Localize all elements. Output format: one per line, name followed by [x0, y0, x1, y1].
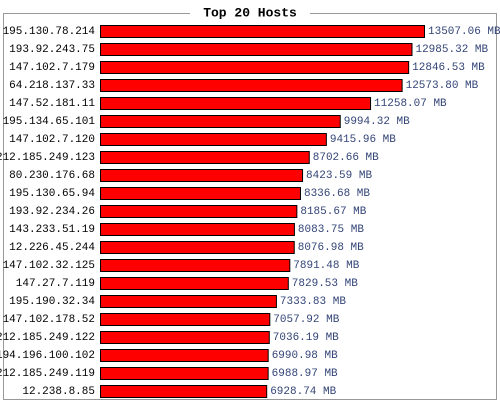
- bar: [100, 241, 295, 254]
- value-label: 7036.19 MB: [273, 332, 339, 344]
- host-label: 212.185.249.123: [0, 152, 95, 164]
- bar: [100, 295, 277, 308]
- host-label: 147.102.32.125: [3, 260, 95, 272]
- bar: [100, 277, 289, 290]
- host-label: 195.130.78.214: [3, 26, 96, 38]
- value-label: 11258.07 MB: [374, 98, 447, 110]
- host-label: 147.102.7.179: [9, 62, 95, 74]
- title-background: [190, 5, 310, 21]
- bar: [100, 331, 270, 344]
- host-label: 194.196.100.102: [0, 350, 95, 362]
- bar: [100, 79, 403, 92]
- bar: [100, 169, 304, 182]
- bar: [100, 205, 298, 218]
- value-label: 13507.06 MB: [428, 26, 500, 38]
- value-label: 6990.98 MB: [272, 350, 338, 362]
- host-label: 212.185.249.122: [0, 332, 95, 344]
- value-label: 7829.53 MB: [292, 278, 358, 290]
- bar: [100, 43, 413, 56]
- value-label: 7333.83 MB: [280, 296, 346, 308]
- host-label: 195.130.65.94: [9, 188, 95, 200]
- host-label: 147.52.181.11: [9, 98, 95, 110]
- host-label: 195.190.32.34: [9, 296, 95, 308]
- value-label: 7891.48 MB: [293, 260, 359, 272]
- value-label: 8083.75 MB: [298, 224, 364, 236]
- bar: [100, 61, 410, 74]
- value-label: 12846.53 MB: [412, 62, 485, 74]
- value-label: 8702.66 MB: [313, 152, 379, 164]
- value-label: 12985.32 MB: [415, 44, 488, 56]
- bar: [100, 97, 372, 110]
- host-label: 147.102.178.52: [3, 314, 95, 326]
- bar: [100, 313, 271, 326]
- host-label: 64.218.137.33: [9, 80, 95, 92]
- bar: [100, 133, 327, 146]
- host-label: 12.238.8.85: [22, 386, 95, 398]
- host-label: 147.102.7.120: [9, 134, 95, 146]
- bar: [100, 115, 341, 128]
- value-label: 12573.80 MB: [406, 80, 479, 92]
- host-label: 193.92.243.75: [9, 44, 95, 56]
- value-label: 6988.97 MB: [272, 368, 338, 380]
- value-label: 7057.92 MB: [273, 314, 339, 326]
- host-label: 80.230.176.68: [9, 170, 95, 182]
- bar: [100, 385, 268, 398]
- host-label: 147.27.7.119: [16, 278, 95, 290]
- value-label: 6928.74 MB: [270, 386, 336, 398]
- host-label: 193.92.234.26: [9, 206, 95, 218]
- bar: [100, 25, 425, 38]
- value-label: 8185.67 MB: [300, 206, 366, 218]
- host-label: 212.185.249.119: [0, 368, 95, 380]
- host-label: 195.134.65.101: [3, 116, 96, 128]
- bar: [100, 223, 295, 236]
- value-label: 8336.68 MB: [304, 188, 370, 200]
- value-label: 9994.32 MB: [344, 116, 410, 128]
- value-label: 9415.96 MB: [330, 134, 396, 146]
- bar: [100, 349, 269, 362]
- value-label: 8423.59 MB: [306, 170, 372, 182]
- bar: [100, 187, 301, 200]
- chart-title: Top 20 Hosts: [203, 5, 297, 20]
- bar: [100, 151, 310, 164]
- host-label: 143.233.51.19: [9, 224, 95, 236]
- bar: [100, 367, 269, 380]
- bar: [100, 259, 291, 272]
- value-label: 8076.98 MB: [298, 242, 364, 254]
- host-label: 12.226.45.244: [9, 242, 95, 254]
